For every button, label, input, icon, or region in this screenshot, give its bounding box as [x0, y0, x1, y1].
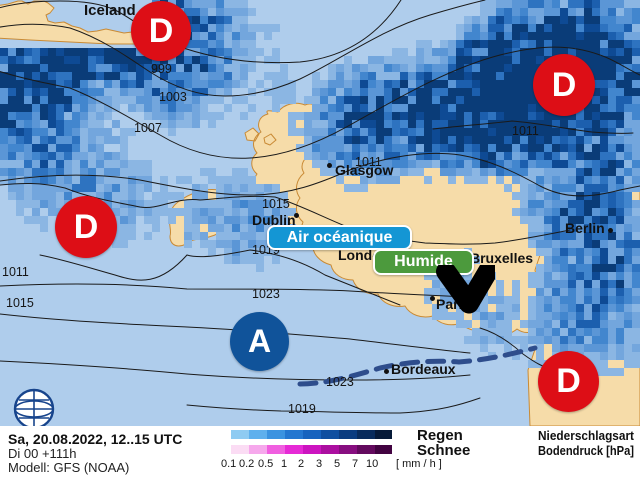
svg-text:1007: 1007: [134, 121, 162, 135]
svg-text:2: 2: [298, 458, 304, 470]
svg-text:1019: 1019: [288, 402, 316, 416]
svg-text:1023: 1023: [252, 287, 280, 301]
svg-text:10: 10: [366, 458, 378, 470]
svg-text:Bodendruck [hPa]: Bodendruck [hPa]: [538, 443, 634, 458]
svg-text:0.5: 0.5: [258, 458, 273, 470]
svg-text:1011: 1011: [2, 265, 29, 279]
svg-text:1011: 1011: [512, 124, 539, 138]
svg-text:0.1: 0.1: [221, 458, 236, 470]
svg-text:Schnee: Schnee: [417, 442, 470, 459]
svg-text:1003: 1003: [159, 90, 187, 104]
svg-text:Niederschlagsart: Niederschlagsart: [538, 428, 635, 443]
svg-text:1015: 1015: [262, 197, 290, 211]
svg-text:1015: 1015: [6, 296, 34, 310]
svg-text:3: 3: [316, 458, 322, 470]
svg-text:0.2: 0.2: [239, 458, 254, 470]
svg-text:5: 5: [334, 458, 340, 470]
svg-text:7: 7: [352, 458, 358, 470]
svg-text:1: 1: [281, 458, 287, 470]
svg-text:999: 999: [151, 62, 172, 76]
svg-text:[ mm / h ]: [ mm / h ]: [396, 458, 442, 470]
svg-text:1023: 1023: [326, 375, 354, 389]
